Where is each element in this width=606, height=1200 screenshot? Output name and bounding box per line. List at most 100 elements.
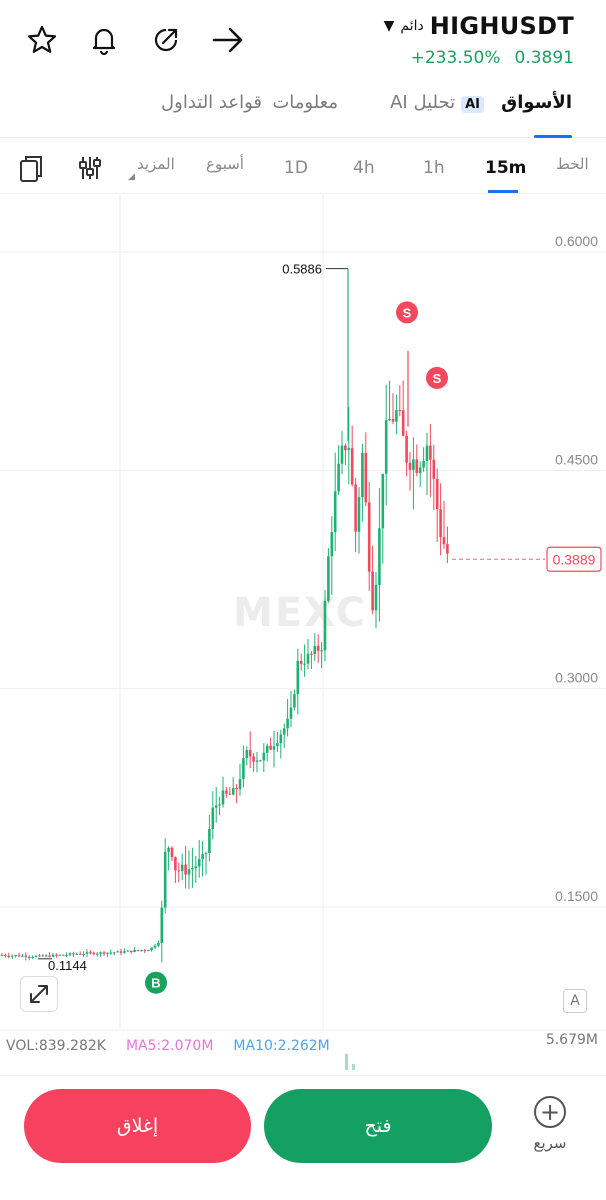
candle-body <box>0 955 4 957</box>
candle-body <box>245 750 249 759</box>
candle-body <box>289 707 293 719</box>
candle-body <box>92 952 96 955</box>
tf-1d[interactable]: 1D <box>284 158 308 178</box>
last-price: 0.3891 <box>514 48 574 68</box>
candle-body <box>259 760 262 762</box>
pair-name: HIGHUSDT <box>429 12 574 40</box>
chevron-down-icon: ▼ <box>383 18 395 34</box>
vol-value: VOL:839.282K <box>6 1038 106 1054</box>
plus-icon: + <box>534 1096 566 1128</box>
tab-trading-rules[interactable]: قواعد التداول <box>161 92 262 113</box>
watermark: MEXC <box>233 590 367 636</box>
candle-body <box>109 952 113 954</box>
candle-body <box>214 805 218 808</box>
chart-area[interactable]: 0.6000 0.4500 0.3000 0.1500 MEXC 0.5886 0.1144… <box>0 194 606 1074</box>
marker-label: S <box>403 305 412 320</box>
tab-ai-analysis[interactable]: AI تحليل AI <box>390 92 484 113</box>
candle-body <box>303 663 306 665</box>
candle-body <box>357 497 361 532</box>
bell-icon[interactable] <box>86 22 122 58</box>
candle-body <box>446 544 449 554</box>
volume-bar <box>345 1054 348 1070</box>
candle-body <box>323 600 327 651</box>
more-caret-icon: ◢ <box>128 172 135 182</box>
indicators-icon[interactable] <box>78 154 102 186</box>
candle-body <box>231 787 235 795</box>
candle-body <box>221 790 225 805</box>
copy-layout-icon[interactable] <box>18 154 44 188</box>
open-position-button[interactable]: فتح <box>264 1089 492 1163</box>
candle-body <box>140 950 143 952</box>
tab-markets[interactable]: الأسواق <box>501 92 572 113</box>
tf-week[interactable]: أسبوع <box>206 155 244 173</box>
candle-body <box>276 743 279 747</box>
candle-body <box>435 478 439 510</box>
tf-more[interactable]: المزيد <box>137 155 175 173</box>
candle-body <box>95 953 99 955</box>
candle-body <box>136 949 140 951</box>
candle-body <box>72 953 75 955</box>
candle-body <box>163 851 167 908</box>
candle-body <box>299 660 303 664</box>
candle-body <box>34 955 38 957</box>
close-position-button[interactable]: إغلاق <box>24 1089 251 1163</box>
top-icons <box>24 22 246 58</box>
tf-4h[interactable]: 4h <box>353 158 375 178</box>
candle-body <box>126 950 130 952</box>
candle-body <box>44 955 48 957</box>
quick-trade-button[interactable]: + سريع <box>520 1096 580 1152</box>
y-tick-label: 0.1500 <box>555 888 598 904</box>
tf-1h[interactable]: 1h <box>423 158 445 178</box>
candle-body <box>242 758 245 780</box>
symbol-selector[interactable]: ▼ دائم HIGHUSDT +233.50% 0.3891 <box>384 12 574 68</box>
candle-body <box>364 452 368 503</box>
candle-body <box>146 950 150 952</box>
candle-body <box>89 952 92 954</box>
candle-body <box>337 463 340 492</box>
candle-body <box>279 734 283 744</box>
candle-body <box>374 584 378 611</box>
candle-body <box>320 650 323 652</box>
candle-body <box>218 804 221 806</box>
candle-body <box>116 951 119 953</box>
candle-body <box>10 955 14 957</box>
candle-body <box>65 954 68 956</box>
quick-trade-label: سريع <box>533 1134 567 1152</box>
marker-label: B <box>151 976 160 991</box>
candle-body <box>228 793 232 795</box>
candle-body <box>418 467 422 474</box>
candle-body <box>38 955 41 957</box>
candle-body <box>293 694 296 708</box>
candle-body <box>24 955 28 957</box>
price-chart[interactable]: 0.6000 0.4500 0.3000 0.1500 MEXC 0.5886 0.1144… <box>0 194 606 1074</box>
candle-body <box>51 954 55 957</box>
candle-body <box>371 571 374 611</box>
candle-body <box>157 942 160 946</box>
tf-15m[interactable]: 15m <box>485 158 527 178</box>
auto-scale-button[interactable]: A <box>563 989 587 1013</box>
candle-body <box>282 728 286 735</box>
candle-body <box>27 956 31 958</box>
candle-body <box>354 484 357 532</box>
tf-line[interactable]: الخط <box>556 155 589 173</box>
fullscreen-button[interactable] <box>20 976 58 1012</box>
candle-body <box>14 955 17 957</box>
y-tick-label: 0.3000 <box>555 670 598 686</box>
sell-marker <box>396 301 418 324</box>
share-icon[interactable] <box>148 22 184 58</box>
candle-body <box>235 787 238 790</box>
tab-info[interactable]: معلومات <box>272 92 338 113</box>
candle-body <box>262 752 266 761</box>
arrow-right-icon[interactable] <box>210 22 246 58</box>
candle-body <box>48 955 51 957</box>
tab-ai-label: تحليل AI <box>390 92 456 113</box>
candle-body <box>7 955 11 957</box>
current-price-value: 0.3889 <box>553 551 596 567</box>
buy-marker <box>145 971 167 994</box>
star-icon[interactable] <box>24 22 60 58</box>
main-tabs: الأسواق AI تحليل AI معلومات قواعد التداول <box>0 82 606 138</box>
candle-body <box>432 459 436 479</box>
volume-bar <box>352 1064 355 1070</box>
candle-body <box>442 537 446 545</box>
candle-body <box>398 410 402 412</box>
